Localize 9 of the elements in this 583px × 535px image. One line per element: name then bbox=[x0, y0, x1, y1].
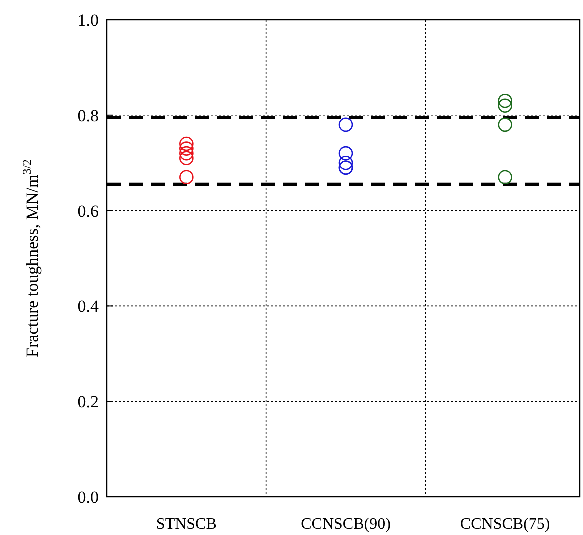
x-tick-label: CCNSCB(90) bbox=[301, 516, 391, 533]
x-tick-label: STNSCB bbox=[156, 516, 217, 533]
y-tick-label: 0.0 bbox=[78, 488, 99, 507]
y-tick-label: 0.6 bbox=[78, 202, 99, 221]
y-tick-label: 0.4 bbox=[78, 297, 100, 316]
x-tick-label: CCNSCB(75) bbox=[460, 516, 550, 533]
y-tick-label: 1.0 bbox=[78, 10, 99, 30]
y-tick-label: 0.2 bbox=[78, 392, 99, 412]
y-tick-label: 0.8 bbox=[78, 106, 99, 126]
